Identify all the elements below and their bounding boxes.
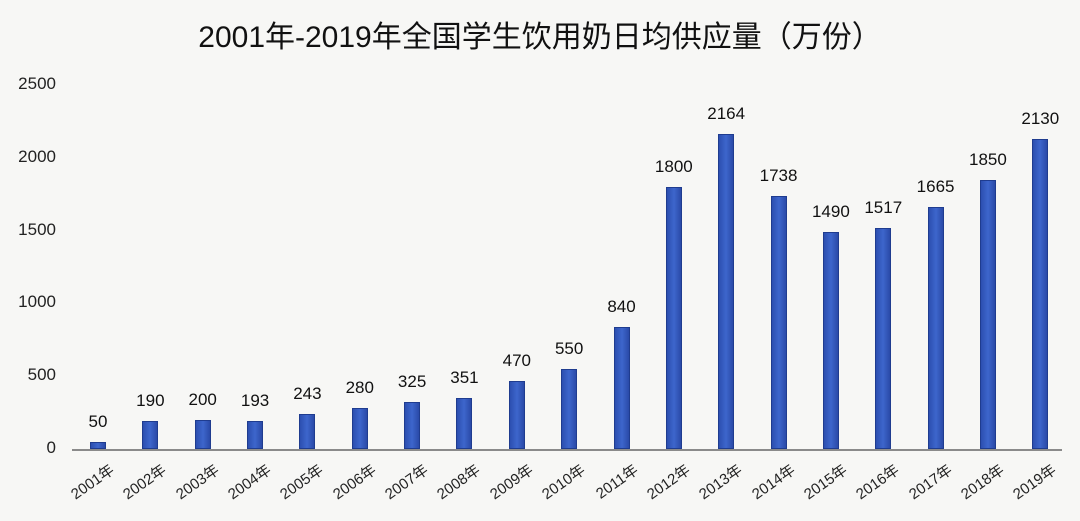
bar (194, 419, 211, 449)
bar (351, 408, 368, 449)
bar (404, 401, 421, 449)
y-tick-label: 1500 (18, 219, 56, 239)
bar (456, 397, 473, 449)
bar-value-label: 351 (450, 367, 479, 387)
bar (561, 368, 578, 449)
bar-value-label: 50 (88, 411, 108, 431)
bar (927, 206, 944, 449)
bar-value-label: 193 (240, 390, 270, 410)
bar (1032, 138, 1049, 449)
y-tick-label: 500 (27, 365, 56, 385)
bar (665, 186, 682, 449)
bar-value-label: 470 (502, 350, 531, 370)
bar (718, 133, 735, 449)
bar (90, 441, 106, 449)
bar (822, 232, 839, 449)
bar-value-label: 1490 (811, 202, 850, 222)
bar-value-label: 2164 (707, 103, 746, 123)
bar (247, 420, 264, 449)
chart-title: 2001年-2019年全国学生饮用奶日均供应量（万份） (198, 21, 882, 54)
bar-value-label: 190 (136, 391, 165, 411)
bar-value-label: 1850 (969, 149, 1007, 169)
bar-value-label: 200 (188, 389, 217, 409)
bar-value-label: 1517 (864, 198, 903, 218)
bar-value-label: 2130 (1021, 108, 1060, 128)
bar (770, 195, 787, 449)
bar-value-label: 243 (293, 383, 322, 403)
y-tick-label: 0 (46, 438, 56, 457)
bar-value-label: 550 (554, 338, 584, 358)
bar (875, 228, 892, 449)
bar (299, 413, 316, 449)
y-tick-label: 1000 (18, 292, 56, 312)
bar (979, 179, 996, 449)
x-axis-line (72, 449, 1062, 451)
bar (613, 326, 630, 449)
y-tick-label: 2000 (18, 146, 56, 166)
bar-value-label: 1800 (654, 156, 693, 176)
bar-value-label: 1738 (759, 165, 798, 185)
bar-value-label: 325 (397, 371, 427, 391)
bar (142, 421, 159, 449)
bar-value-label: 280 (345, 378, 374, 398)
bar-value-label: 840 (607, 296, 636, 316)
bar-value-label: 1665 (916, 176, 955, 196)
bar (508, 380, 525, 449)
y-tick-label: 2500 (18, 74, 56, 93)
